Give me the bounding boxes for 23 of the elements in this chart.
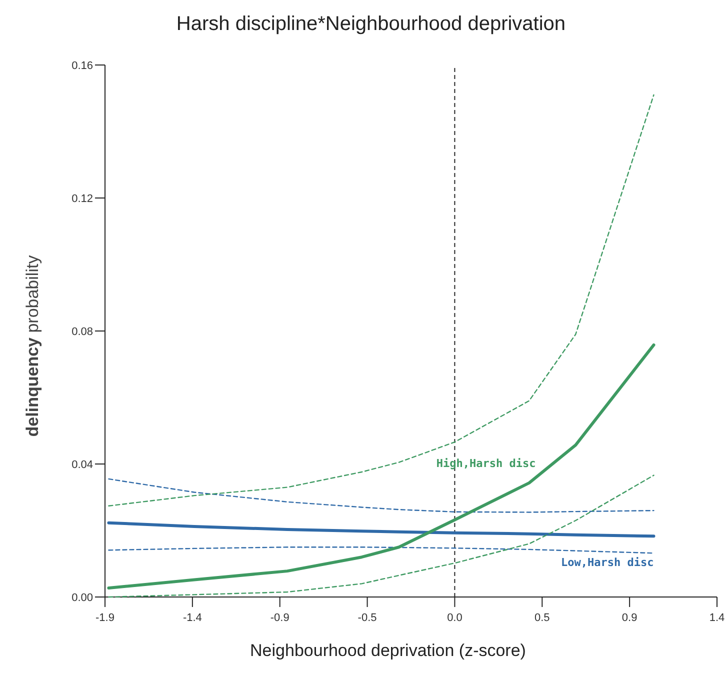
line-series	[107, 521, 656, 538]
x-tick-label: 1.4	[709, 612, 725, 624]
series-label: Low,Harsh disc	[561, 556, 654, 570]
line-series	[108, 474, 654, 598]
y-tick-label: 0.08	[72, 326, 93, 338]
x-tick-label: 0.9	[622, 612, 638, 624]
x-tick-label: -0.9	[270, 612, 290, 624]
line-series	[108, 478, 654, 513]
y-tick-label: 0.00	[72, 592, 93, 604]
y-tick-label: 0.04	[72, 459, 93, 471]
line-series	[108, 94, 654, 506]
x-axis-title: Neighbourhood deprivation (z-score)	[250, 641, 526, 660]
y-tick-label: 0.12	[72, 193, 93, 205]
x-tick-label: -1.4	[182, 612, 202, 624]
x-tick-label: -0.5	[358, 612, 377, 624]
line-series	[107, 343, 656, 590]
x-tick-label: 0.5	[534, 612, 550, 624]
series-label: High,Harsh disc	[436, 456, 536, 470]
x-tick-label: -1.9	[96, 612, 114, 624]
chart-title: Harsh discipline*Neighbourhood deprivation	[176, 13, 566, 35]
x-tick-label: 0.0	[447, 612, 462, 624]
y-tick-label: 0.16	[72, 60, 93, 72]
y-axis-title: delinquency probability	[23, 254, 42, 437]
